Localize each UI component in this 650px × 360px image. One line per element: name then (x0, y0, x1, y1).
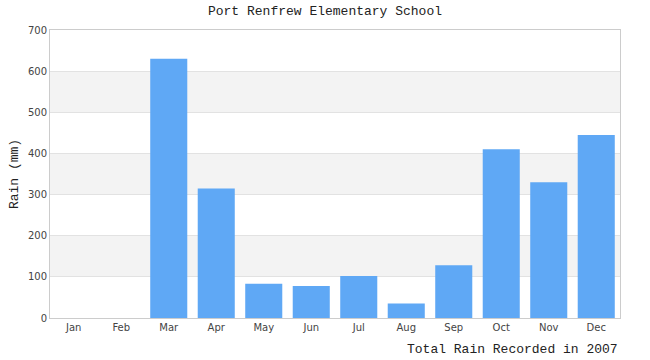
svg-text:Oct: Oct (493, 322, 510, 333)
svg-text:100: 100 (28, 271, 47, 282)
svg-text:200: 200 (28, 230, 47, 241)
svg-text:Aug: Aug (396, 322, 416, 333)
svg-text:Mar: Mar (159, 322, 179, 333)
svg-text:Dec: Dec (587, 322, 606, 333)
svg-text:Apr: Apr (208, 322, 226, 333)
svg-text:Feb: Feb (112, 322, 130, 333)
svg-text:Jan: Jan (65, 322, 81, 333)
svg-text:May: May (253, 322, 274, 333)
svg-text:Sep: Sep (444, 322, 463, 333)
svg-text:400: 400 (28, 148, 47, 159)
svg-text:Jun: Jun (302, 322, 319, 333)
svg-text:Jul: Jul (352, 322, 365, 333)
svg-text:0: 0 (41, 313, 47, 324)
svg-text:Rain (mm): Rain (mm) (7, 139, 22, 209)
svg-text:300: 300 (28, 189, 47, 200)
svg-text:600: 600 (28, 66, 47, 77)
svg-text:Total Rain Recorded in 2007: Total Rain Recorded in 2007 (407, 342, 618, 357)
svg-text:500: 500 (28, 107, 47, 118)
svg-text:Port Renfrew Elementary School: Port Renfrew Elementary School (208, 4, 442, 19)
svg-text:700: 700 (28, 25, 47, 36)
svg-text:Nov: Nov (539, 322, 559, 333)
